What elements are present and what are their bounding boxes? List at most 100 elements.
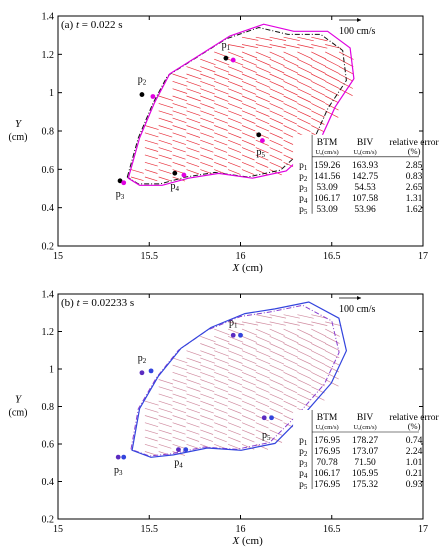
velocity-vector [269, 132, 283, 139]
table-cell: 0.74 [406, 436, 423, 446]
velocity-vector [200, 161, 214, 168]
table-cell: 53.09 [316, 183, 338, 193]
table-cell: 1.01 [406, 458, 423, 468]
velocity-vector [172, 364, 188, 371]
velocity-vector [269, 350, 285, 358]
velocity-vector [172, 379, 187, 385]
velocity-vector [255, 88, 271, 95]
point-label-sub: 1 [227, 44, 231, 52]
velocity-vector [311, 117, 325, 125]
velocity-vector [297, 66, 312, 74]
velocity-vector [269, 95, 284, 103]
velocity-vector [172, 73, 188, 80]
velocity-vector [255, 364, 271, 372]
velocity-vector [311, 379, 325, 387]
velocity-vector [241, 422, 255, 429]
table-cell: 2.24 [406, 447, 423, 457]
point-label-name: p [262, 430, 267, 441]
velocity-vector [186, 169, 200, 175]
table-cell: 70.78 [316, 458, 338, 468]
velocity-vector [241, 379, 256, 386]
velocity-vector [172, 176, 186, 182]
velocity-vector [172, 117, 187, 124]
velocity-vector [200, 429, 214, 435]
velocity-vector [144, 139, 159, 145]
velocity-vector [200, 110, 215, 117]
btm-point [139, 92, 145, 97]
velocity-vector [214, 436, 227, 443]
velocity-vector [283, 73, 299, 81]
table-row-label: p4 [299, 469, 308, 480]
table-header: relative error [389, 413, 439, 423]
velocity-vector [214, 335, 230, 343]
velocity-vector [269, 371, 284, 379]
point-label-name: p [138, 353, 143, 364]
velocity-vector [241, 357, 257, 365]
velocity-vector [227, 386, 242, 393]
velocity-vector [227, 66, 244, 73]
velocity-vector [200, 343, 216, 350]
velocity-vector [214, 88, 229, 95]
velocity-vector [172, 357, 188, 364]
velocity-vector [325, 321, 342, 327]
velocity-vector [144, 132, 159, 138]
velocity-vector [325, 343, 340, 351]
point-label-sub: 2 [143, 79, 147, 87]
velocity-vector [255, 95, 270, 103]
table-subheader: Uₓ(cm/s) [315, 149, 338, 156]
table-row-label: p3 [299, 183, 308, 194]
velocity-vector [297, 44, 314, 49]
table-row-label-name: p [299, 161, 304, 171]
velocity-vector [269, 117, 284, 125]
velocity-vector [186, 103, 201, 109]
velocity-vector [214, 371, 229, 378]
velocity-vector [269, 58, 285, 67]
velocity-vector [269, 66, 285, 74]
point-label: p2 [138, 353, 147, 365]
table-row-label-sub: 3 [304, 461, 308, 469]
biv-point [238, 332, 243, 338]
point-label-name: p [171, 181, 176, 192]
velocity-vector [255, 154, 269, 161]
velocity-vector [297, 36, 314, 42]
velocity-vector [255, 36, 273, 41]
table-cell: 1.62 [406, 205, 423, 215]
table-cell: 176.95 [314, 436, 340, 446]
velocity-vector [311, 335, 326, 344]
velocity-vector [214, 147, 228, 153]
velocity-vector [311, 88, 326, 96]
velocity-vector [338, 88, 353, 97]
table-header: BTM [317, 413, 338, 423]
y-tick-label: 0.6 [42, 440, 55, 451]
velocity-vector [241, 132, 256, 139]
velocity-vector [227, 379, 243, 386]
velocity-vector [241, 364, 257, 372]
point-label-name: p [116, 189, 121, 200]
velocity-vector [255, 117, 270, 125]
velocity-vector [283, 58, 299, 67]
point-label-name: p [114, 465, 119, 476]
velocity-vector [227, 335, 244, 343]
velocity-vector [228, 321, 245, 326]
panel-label: (a) [61, 19, 76, 31]
velocity-vector [172, 132, 187, 138]
velocity-vector [227, 364, 243, 372]
table-row-label: p3 [299, 458, 308, 469]
biv-interface-contour [131, 301, 348, 458]
table-row-label-name: p [299, 436, 304, 446]
y-tick-label: 0.2 [42, 242, 55, 253]
velocity-vector [297, 328, 313, 337]
point-label-sub: 2 [143, 357, 147, 365]
velocity-vector [269, 379, 284, 386]
point-label: p5 [257, 147, 266, 159]
velocity-vector [325, 51, 340, 60]
velocity-vector [144, 422, 159, 428]
table-subheader: (%) [408, 421, 421, 431]
biv-point [121, 454, 127, 460]
table-row-label-name: p [299, 172, 304, 182]
velocity-vector [269, 103, 284, 110]
velocity-vector [214, 364, 229, 371]
velocity-vector [255, 58, 271, 66]
velocity-vector [172, 407, 187, 414]
